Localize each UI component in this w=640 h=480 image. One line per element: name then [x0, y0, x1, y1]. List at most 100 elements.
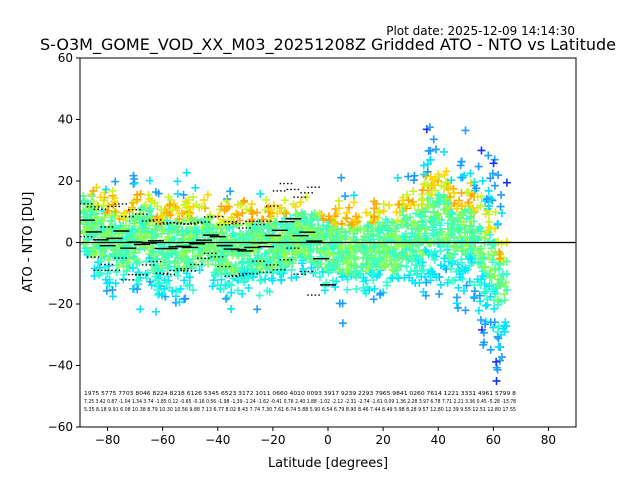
scatter-point [340, 232, 349, 241]
scatter-point [157, 245, 166, 254]
scatter-point [132, 259, 141, 268]
scatter-point [217, 202, 226, 211]
y-axis-label: ATO - NTO [DU] [21, 192, 36, 293]
scatter-point [182, 248, 191, 257]
scatter-point [486, 174, 495, 183]
scatter-point [324, 212, 333, 221]
scatter-point [185, 215, 194, 224]
y-tick-label: −20 [48, 297, 73, 311]
scatter-point [309, 212, 318, 221]
scatter-point [436, 280, 445, 289]
scatter-point [406, 213, 415, 222]
scatter-point [296, 198, 305, 207]
scatter-point [351, 212, 360, 221]
scatter-point [474, 306, 483, 315]
scatter-point [170, 234, 179, 243]
scatter-point [485, 202, 494, 211]
scatter-point [319, 244, 328, 253]
scatter-point [422, 278, 431, 287]
scatter-point [100, 237, 109, 246]
scatter-point [481, 320, 490, 329]
scatter-point [369, 276, 378, 285]
scatter-point [494, 342, 503, 351]
y-tick-label: 60 [58, 51, 73, 65]
scatter-point [345, 203, 354, 212]
scatter-point [96, 268, 105, 277]
scatter-point [323, 229, 332, 238]
scatter-point [240, 271, 249, 280]
scatter-point [489, 285, 498, 294]
scatter-point [285, 224, 294, 233]
scatter-point [280, 256, 289, 265]
scatter-point [476, 315, 485, 324]
scatter-point [469, 233, 478, 242]
scatter-point [423, 160, 432, 169]
scatter-point [174, 222, 183, 231]
scatter-point [496, 254, 505, 263]
scatter-point [478, 254, 487, 263]
scatter-point [411, 220, 420, 229]
scatter-point [342, 268, 351, 277]
scatter-point [145, 254, 154, 263]
scatter-point [236, 200, 245, 209]
scatter-point [377, 261, 386, 270]
scatter-point [244, 228, 253, 237]
scatter-point [80, 208, 88, 217]
scatter-point [415, 225, 424, 234]
scatter-point [356, 271, 365, 280]
scatter-point [449, 256, 458, 265]
scatter-point [417, 200, 426, 209]
scatter-point [429, 230, 438, 239]
scatter-point [461, 306, 470, 315]
scatter-point [260, 221, 269, 230]
scatter-point [489, 159, 498, 168]
scatter-point [135, 269, 144, 278]
scatter-point [379, 207, 388, 216]
scatter-point [381, 245, 390, 254]
scatter-point [168, 206, 177, 215]
scatter-point [197, 261, 206, 270]
scatter-point [244, 259, 253, 268]
scatter-point [160, 284, 169, 293]
y-tick-label: −60 [48, 420, 73, 434]
scatter-point [440, 254, 449, 263]
scatter-point [437, 237, 446, 246]
scatter-point [353, 246, 362, 255]
scatter-point [423, 167, 432, 176]
scatter-point [425, 188, 434, 197]
scatter-point [128, 204, 137, 213]
scatter-point [226, 187, 235, 196]
scatter-point [444, 276, 453, 285]
scatter-point [182, 168, 191, 177]
scatter-point [338, 273, 347, 282]
scatter-point [466, 254, 475, 263]
scatter-point [222, 270, 231, 279]
scatter-point [444, 185, 453, 194]
scatter-point [191, 183, 200, 192]
scatter-point [409, 187, 418, 196]
scatter-point [496, 275, 505, 284]
scatter-point [350, 254, 359, 263]
scatter-point [452, 244, 461, 253]
scatter-point [255, 291, 264, 300]
scatter-point [188, 254, 197, 263]
scatter-point [332, 262, 341, 271]
scatter-point [110, 198, 119, 207]
scatter-points [80, 123, 511, 385]
scatter-point [365, 286, 374, 295]
scatter-point [418, 217, 427, 226]
scatter-point [165, 224, 174, 233]
scatter-point [111, 177, 120, 186]
scatter-point [395, 200, 404, 209]
scatter-point [291, 202, 300, 211]
scatter-point [112, 267, 121, 276]
scatter-point [369, 241, 378, 250]
scatter-point [461, 126, 470, 135]
scatter-point [461, 206, 470, 215]
scatter-point [240, 196, 249, 205]
scatter-point [305, 229, 314, 238]
scatter-point [481, 229, 490, 238]
scatter-point [417, 267, 426, 276]
scatter-point [476, 280, 485, 289]
scatter-point [477, 146, 486, 155]
